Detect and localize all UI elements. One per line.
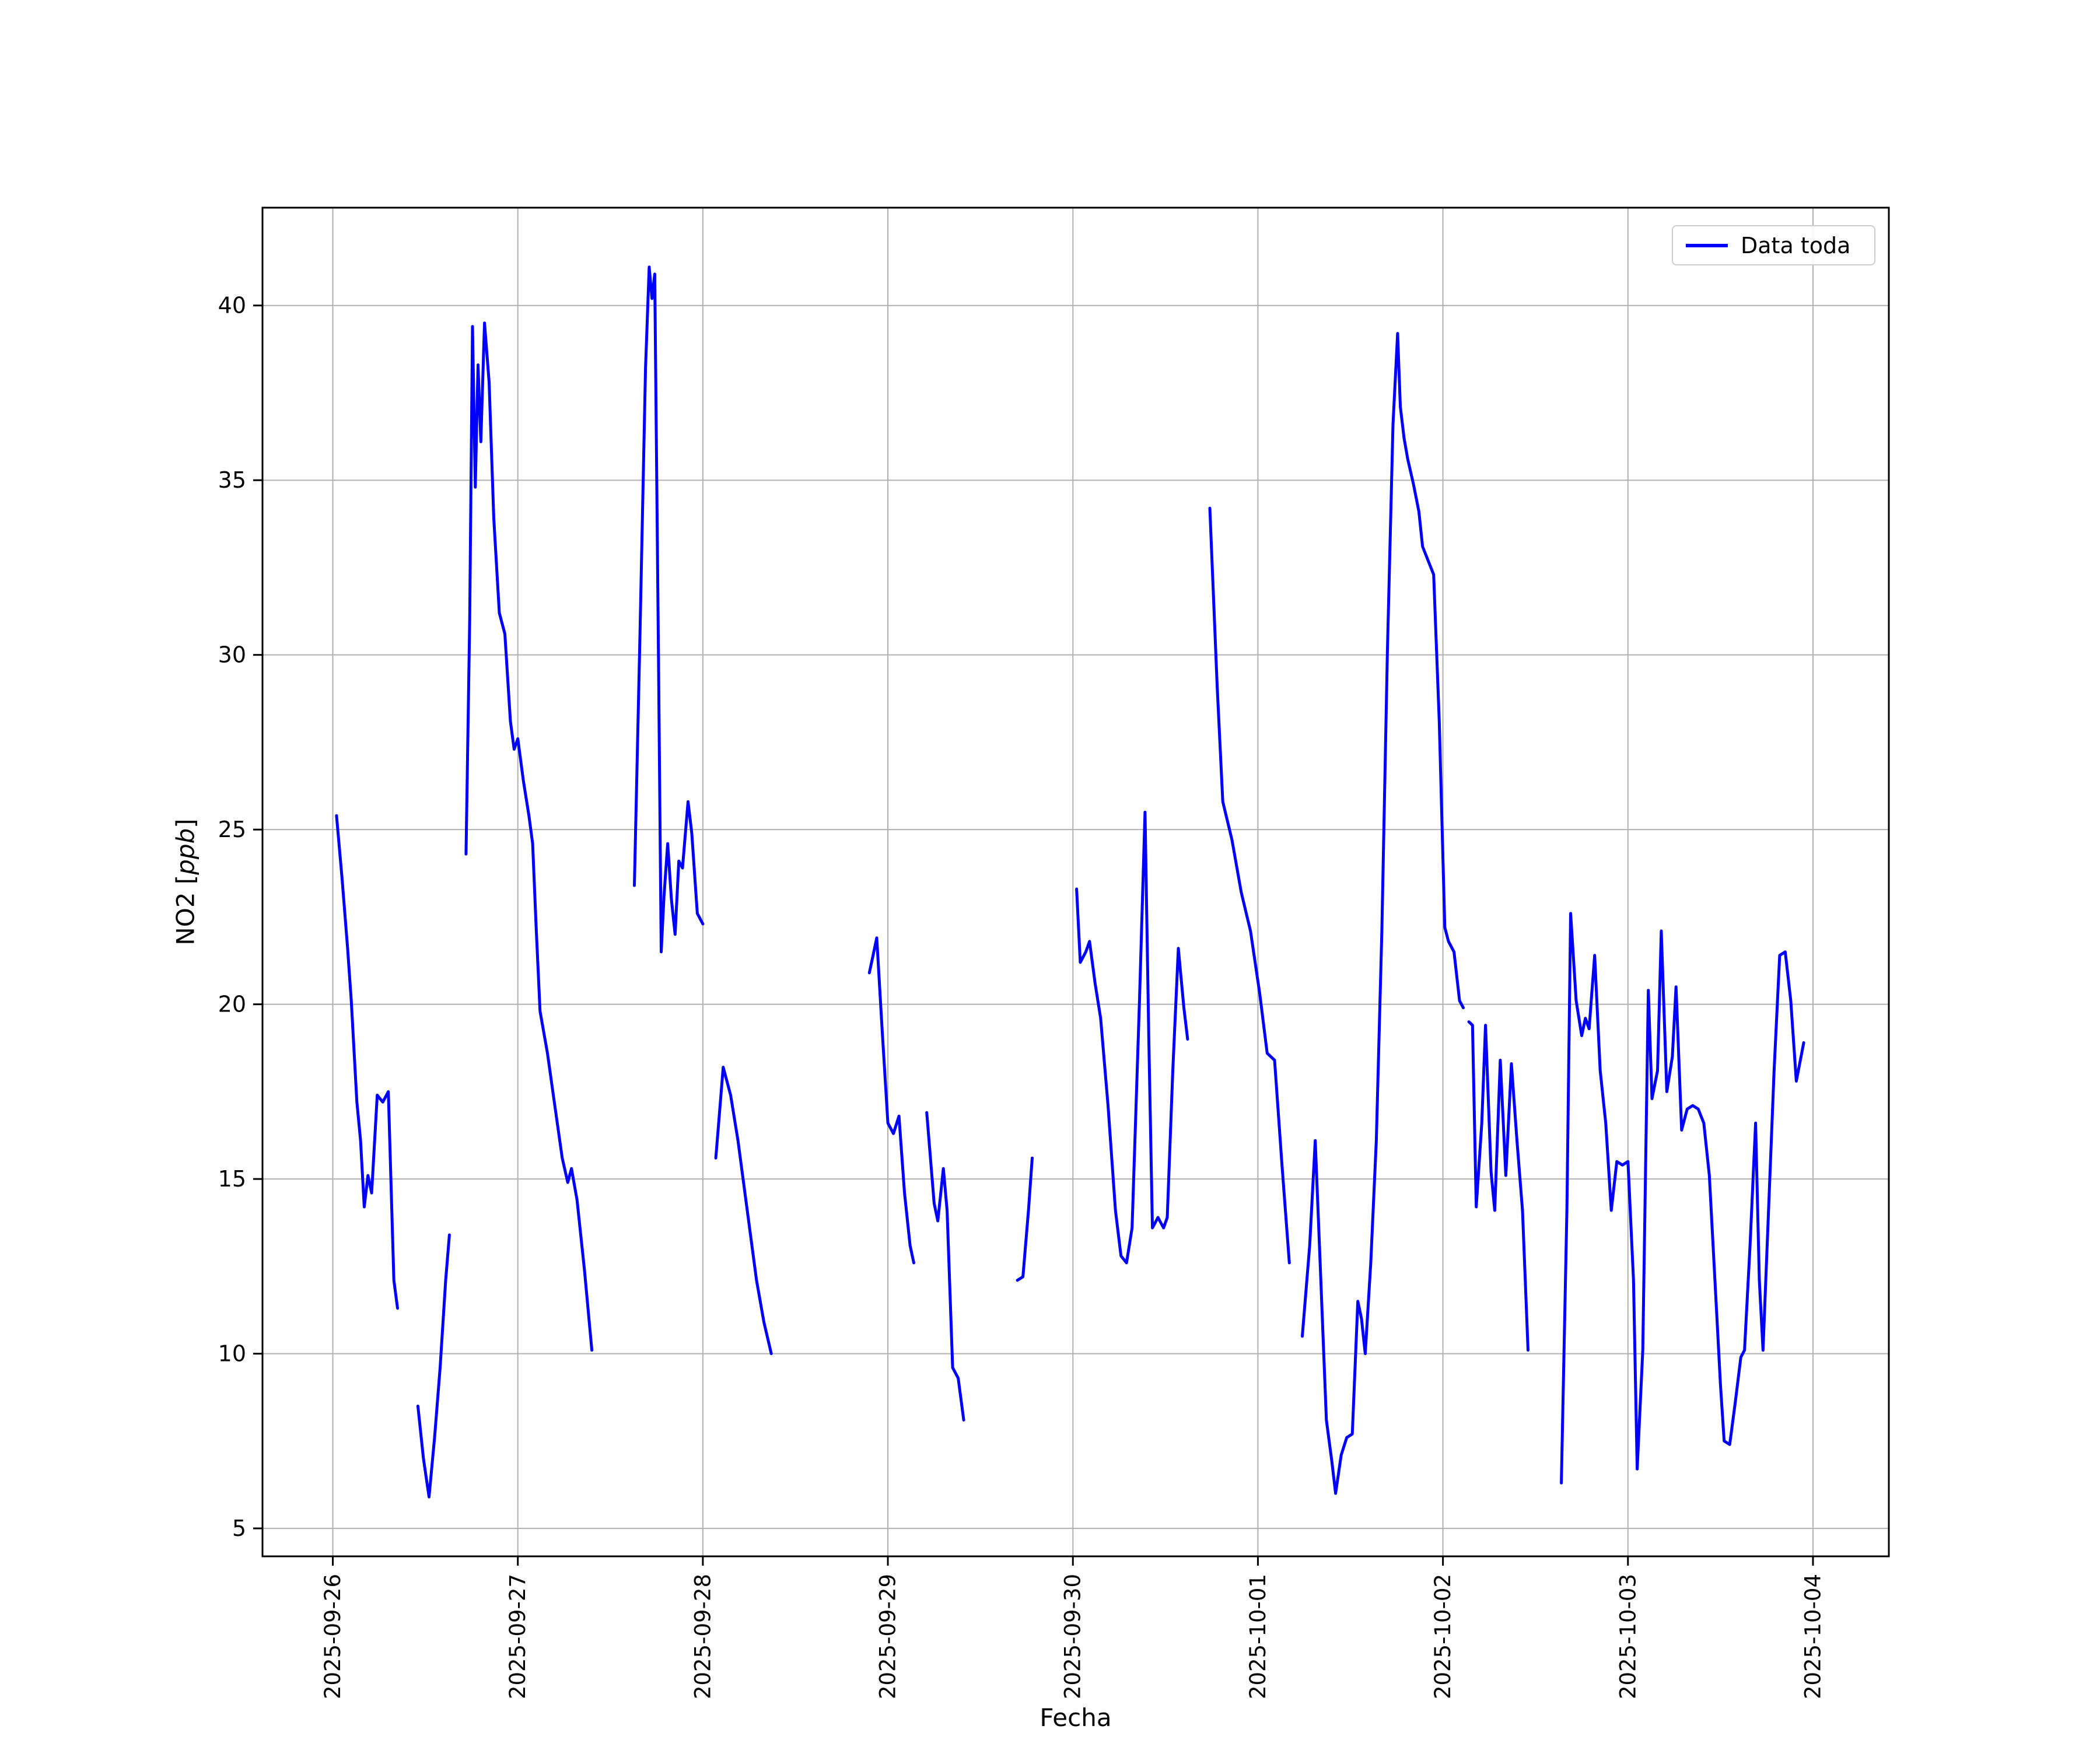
data-series [335,265,1805,1499]
data-line-segment [416,1233,451,1499]
axis-ticks [253,304,1814,1566]
y-tick-label: 20 [218,992,246,1017]
y-tick-label: 30 [218,642,246,668]
y-axis-label: NO2 [ppb] [172,818,200,945]
x-tick-label: 2025-09-27 [505,1574,530,1699]
gridlines [262,208,1889,1556]
y-axis-label-unit: ppb [171,828,200,875]
data-line-segment [1016,1156,1034,1282]
x-tick-label: 2025-10-04 [1800,1574,1825,1699]
legend-line-swatch [1686,243,1728,247]
data-line-segment [714,1066,773,1356]
plot-border [261,206,1890,1558]
y-tick-label: 10 [218,1341,246,1367]
y-tick-label: 15 [218,1166,246,1192]
data-line-segment [1208,506,1291,1265]
data-line-segment [1467,1020,1530,1352]
data-line-segment [1560,912,1805,1485]
data-line-segment [464,321,594,1352]
axis-tick-labels: 2025-09-26 2025-09-27 2025-09-28 2025-09-29… [218,293,1826,1699]
y-tick-label: 5 [232,1516,246,1541]
x-tick-label: 2025-09-28 [690,1574,715,1699]
legend-label: Data toda [1741,232,1851,258]
data-line-segment [1301,332,1465,1495]
x-axis-label: Fecha [1040,1703,1112,1732]
legend: Data toda [1672,225,1875,265]
y-tick-label: 35 [218,467,246,493]
x-tick-label: 2025-10-02 [1430,1574,1455,1699]
x-tick-label: 2025-09-29 [876,1574,901,1699]
data-line-segment [1075,810,1189,1265]
y-axis-label-suffix: ] [171,818,200,828]
x-tick-label: 2025-10-03 [1615,1574,1640,1699]
data-line-segment [925,1111,965,1422]
data-line-segment [867,936,915,1265]
x-tick-label: 2025-09-26 [320,1574,345,1699]
x-tick-label: 2025-09-30 [1060,1574,1086,1699]
y-tick-label: 25 [218,817,246,842]
x-tick-label: 2025-10-01 [1245,1574,1270,1699]
y-axis-label-prefix: NO2 [ [171,874,200,946]
data-line-segment [335,814,399,1310]
data-line-segment [633,265,705,954]
y-tick-label: 40 [218,293,246,318]
